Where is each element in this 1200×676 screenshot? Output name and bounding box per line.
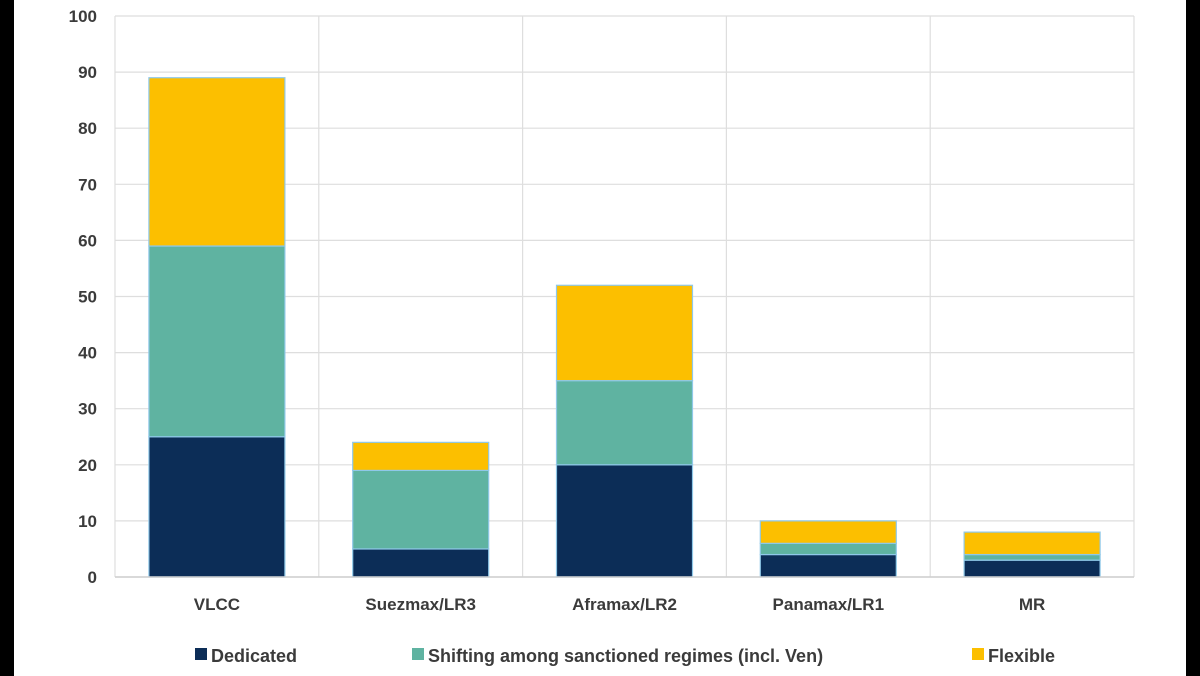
legend: Dedicated Shifting among sanctioned regim… [195, 646, 1055, 666]
y-tick-label: 80 [78, 119, 97, 138]
bar-mr-series-1 [963, 553, 1101, 561]
bars [148, 77, 1101, 578]
x-category-label: VLCC [194, 595, 240, 614]
bar-panamax-lr1-series-0 [759, 553, 897, 578]
legend-label: Dedicated [211, 646, 297, 666]
y-tick-label: 40 [78, 344, 97, 363]
bar-vlcc-series-0 [148, 436, 286, 578]
chart-canvas: 0 10 20 30 40 50 60 70 80 90 100 VLCC Suezmax/LR3 Afr… [14, 0, 1186, 676]
legend-swatch [972, 648, 984, 660]
legend-label: Shifting among sanctioned regimes (incl.… [428, 646, 823, 666]
y-tick-label: 90 [78, 63, 97, 82]
bar-panamax-lr1-series-2 [759, 520, 897, 544]
bar-mr-series-0 [963, 559, 1101, 578]
y-tick-label: 50 [78, 288, 97, 307]
y-tick-label: 60 [78, 231, 97, 250]
legend-swatch [195, 648, 207, 660]
y-tick-label: 10 [78, 512, 97, 531]
legend-swatch [412, 648, 424, 660]
y-tick-label: 20 [78, 456, 97, 475]
stacked-bar-chart: 0 10 20 30 40 50 60 70 80 90 100 VLCC Suezmax/LR3 Afr… [69, 7, 1135, 666]
y-tick-label: 100 [69, 7, 97, 26]
y-tick-label: 30 [78, 400, 97, 419]
bar-suezmax-lr3-series-1 [352, 469, 490, 550]
bar-aframax-lr2-series-1 [555, 380, 694, 466]
x-category-label: Panamax/LR1 [773, 595, 885, 614]
bar-vlcc-series-2 [148, 77, 286, 247]
bar-suezmax-lr3-series-2 [352, 441, 490, 472]
x-category-label: Suezmax/LR3 [365, 595, 476, 614]
bar-vlcc-series-1 [148, 245, 286, 438]
bar-aframax-lr2-series-0 [555, 464, 694, 578]
axes: 0 10 20 30 40 50 60 70 80 90 100 VLCC Suezmax/LR3 Afr… [69, 7, 1134, 614]
legend-label: Flexible [988, 646, 1055, 666]
bar-mr-series-2 [963, 531, 1101, 556]
x-category-label: Aframax/LR2 [572, 595, 677, 614]
y-tick-label: 0 [88, 568, 97, 587]
bar-panamax-lr1-series-1 [759, 542, 897, 556]
x-category-label: MR [1019, 595, 1045, 614]
bar-suezmax-lr3-series-0 [352, 548, 490, 578]
y-tick-label: 70 [78, 175, 97, 194]
bar-aframax-lr2-series-2 [555, 284, 694, 382]
